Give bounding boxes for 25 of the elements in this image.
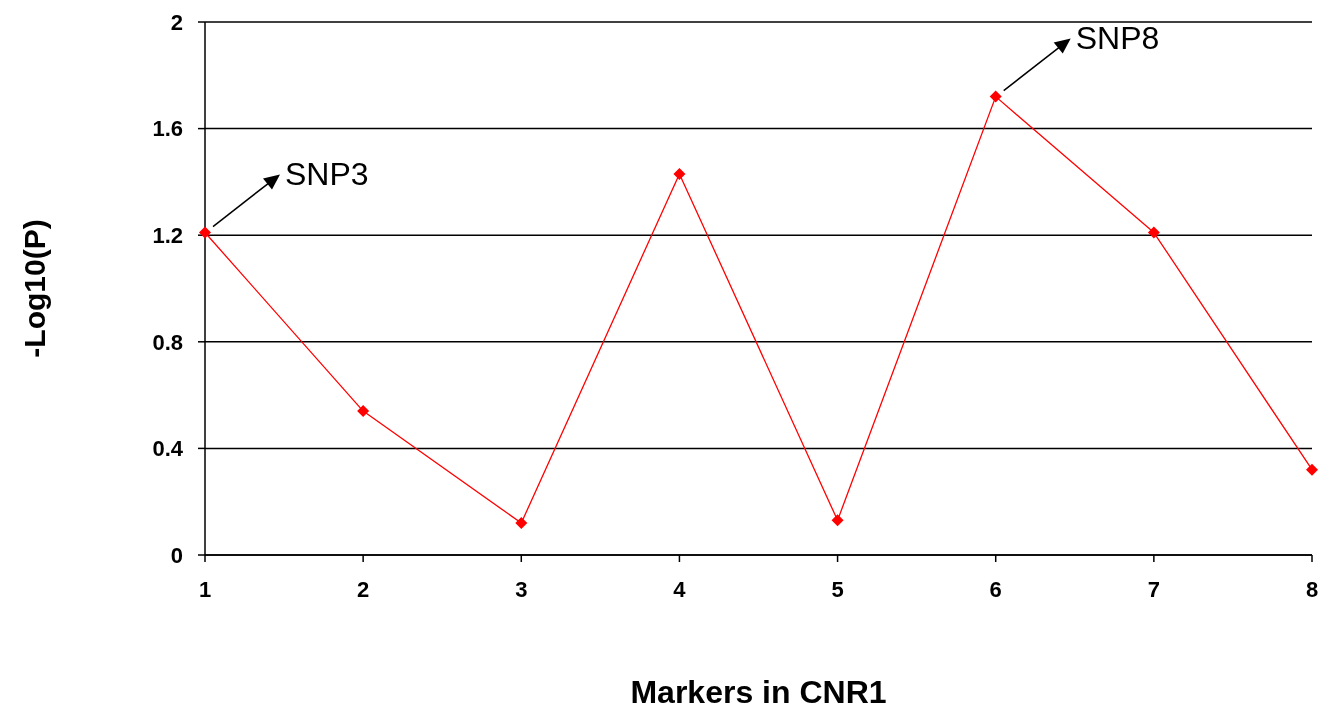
point — [1147, 226, 1160, 239]
y-tick-label: 0.4 — [152, 436, 184, 462]
point — [831, 514, 844, 527]
point — [989, 90, 1002, 103]
y-tick-label: 1.2 — [152, 222, 183, 248]
y-tick-label: 0.8 — [152, 329, 183, 355]
x-tick-label: 6 — [989, 577, 1002, 602]
annotation: SNP8 — [1075, 19, 1160, 56]
x-tick-label: 7 — [1147, 577, 1160, 602]
x-axis-title: Markers in CNR1 — [630, 674, 887, 710]
x-tick-label: 3 — [515, 577, 528, 602]
y-tick-label: 0 — [170, 542, 183, 568]
annotation: SNP3 — [285, 155, 369, 192]
point — [673, 167, 686, 180]
x-tick-label: 2 — [357, 577, 370, 602]
y-tick-label: 2 — [170, 9, 183, 35]
y-tick-label: 1.6 — [152, 116, 183, 142]
point — [515, 517, 528, 530]
point — [357, 405, 370, 418]
x-tick-label: 5 — [831, 577, 844, 602]
x-tick-label: 4 — [673, 577, 687, 602]
y-axis-title: -Log10(P) — [18, 219, 51, 358]
x-tick-label: 8 — [1305, 577, 1319, 602]
point — [1306, 463, 1318, 476]
x-tick-label: 1 — [198, 577, 212, 602]
